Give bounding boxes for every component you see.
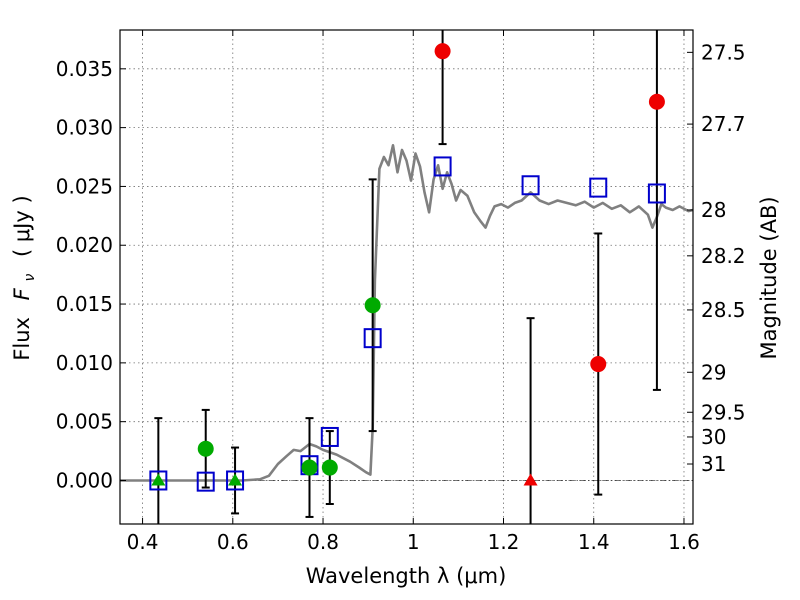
model-spectrum-layer [120,144,694,482]
observed-photometry-layer [151,43,665,486]
y-tick-label: 0.025 [56,174,113,198]
model-photometry-square [589,177,608,198]
y-tick-label: 0.005 [56,410,113,434]
nir-detection-point [434,43,451,60]
x-tick-label: 1.6 [668,530,700,554]
x-tick-label: 0.8 [307,530,339,554]
model-spectrum-line [120,144,694,482]
y2-tick-label: 28.5 [701,298,746,322]
x-tick-label: 0.6 [217,530,249,554]
x-tick-label: 0.4 [127,530,159,554]
nir-detection-point [648,93,665,110]
y2-axis-label: Magnitude (AB) [757,196,781,359]
y-tick-label: 0.015 [56,292,113,316]
y-axis-label-units: ( μJy ) [10,195,34,257]
optical-detection-point [364,297,381,314]
x-tick-label: 1 [407,530,420,554]
y2-tick-label: 31 [701,452,726,476]
plot-frame [119,29,694,525]
model-photometry-layer [149,156,666,492]
model-photometry-square [363,328,382,349]
optical-nondetection-triangle [151,473,166,486]
y-tick-label: 0.030 [56,116,113,140]
model-photometry-square [196,471,215,492]
y-tick-label: 0.035 [56,57,113,81]
y-axis-label: Flux F ν ( μJy ) [10,195,39,360]
x-axis-label: Wavelength λ (μm) [306,564,507,588]
y2-tick-label: 27.5 [701,40,746,64]
nir-nondetection-triangle [523,473,538,486]
y2-tick-label: 29.5 [701,400,746,424]
model-photometry-square [320,426,339,447]
y-axis-label-subscript: ν [22,274,38,282]
y2-tick-label: 29 [701,360,726,384]
y-axis-label-symbol: F [10,287,34,300]
model-photometry-square [226,470,245,491]
y2-tick-label: 30 [701,425,726,449]
model-photometry-square [433,156,452,177]
x-tick-label: 1.4 [578,530,610,554]
model-photometry-square [149,470,168,491]
y2-tick-label: 27.7 [701,112,746,136]
optical-detection-point [321,459,338,476]
optical-detection-point [301,459,318,476]
y-tick-label: 0.000 [56,468,113,492]
tick-layer: 0.4 0.6 0.8 1 1.2 1.4 1.6 0.000 0.005 0.010 0.015 0… [56,30,746,554]
nir-detection-point [590,356,607,373]
y2-tick-label: 28 [701,198,726,222]
model-photometry-square [647,183,666,204]
y-tick-label: 0.010 [56,351,113,375]
y2-tick-label: 28.2 [701,244,746,268]
y-tick-label: 0.020 [56,233,113,257]
y-axis-label-text: Flux [10,317,34,361]
optical-nondetection-triangle [228,473,243,486]
optical-detection-point [197,440,214,457]
model-photometry-square [521,175,540,196]
x-tick-label: 1.2 [488,530,520,554]
